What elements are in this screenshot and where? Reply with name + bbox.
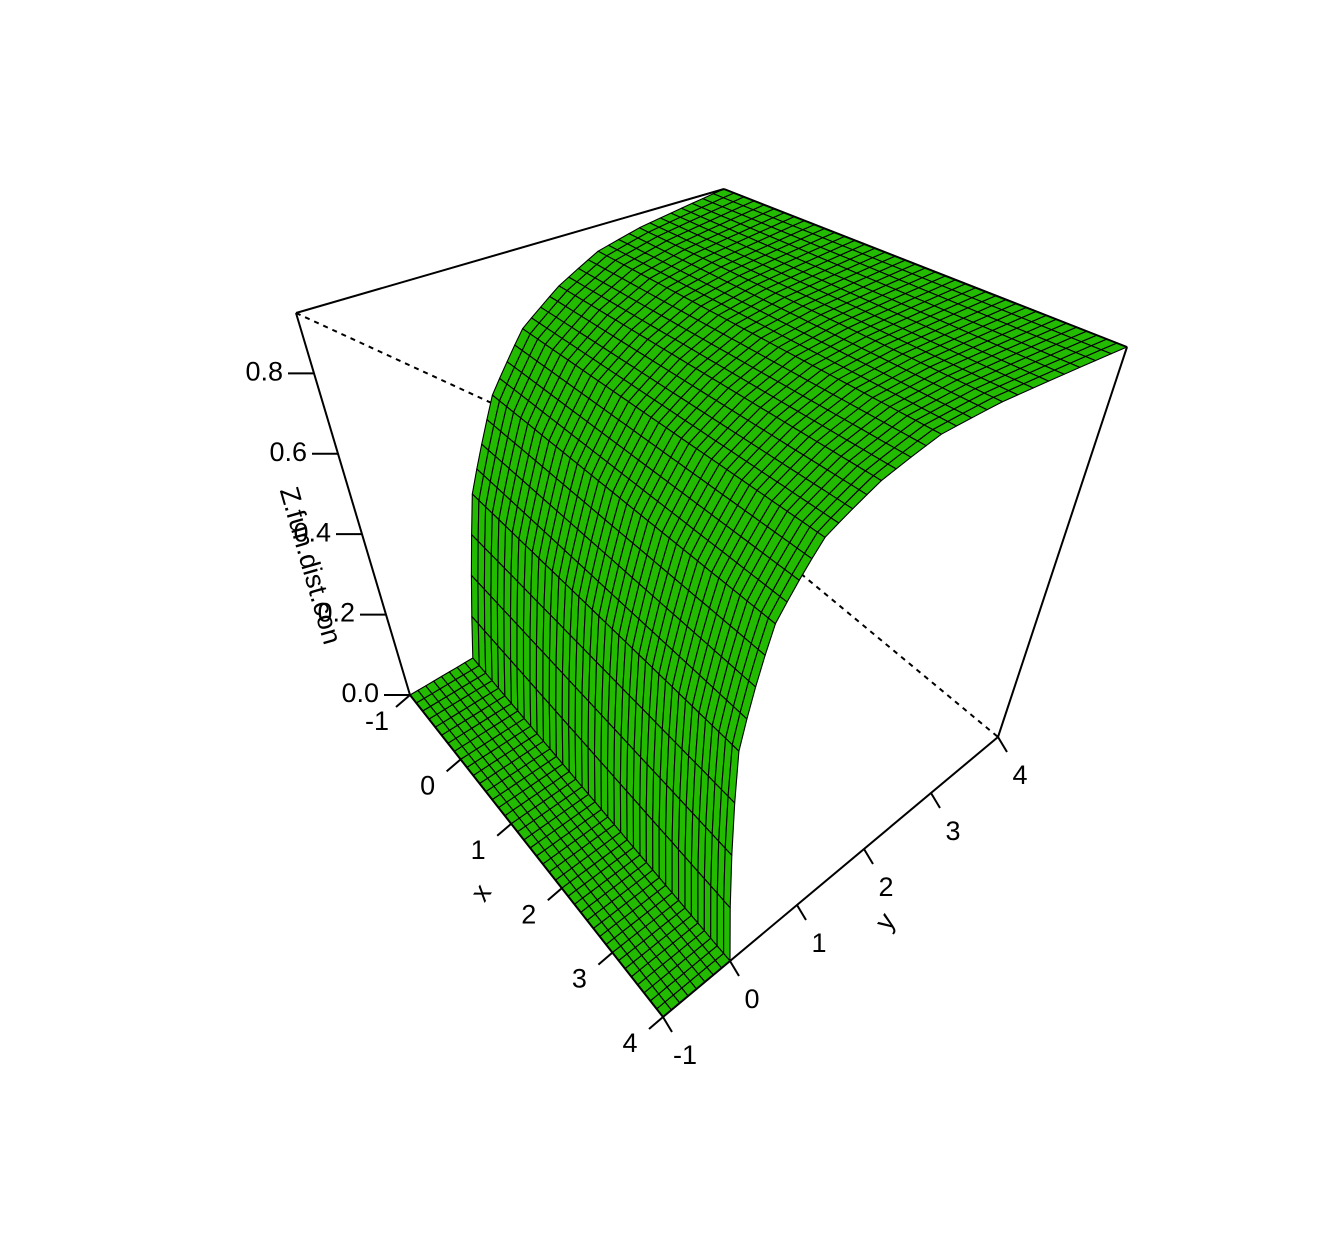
surface-mesh	[409, 188, 1128, 1018]
surface-facet	[690, 863, 699, 924]
surface-facet	[593, 707, 603, 763]
surface-facet	[483, 588, 492, 639]
surface-facet	[697, 870, 705, 932]
surface-facet	[665, 834, 673, 894]
y-tick	[930, 792, 941, 809]
y-tick	[662, 1016, 673, 1033]
surface-facet	[587, 700, 596, 756]
y-tick-label: 1	[811, 928, 826, 958]
z-tick-label: 0.0	[341, 678, 379, 708]
z-tick-label: 0.2	[317, 598, 355, 628]
surface-facet	[710, 885, 718, 947]
surface-facet	[542, 651, 551, 705]
surface-facet	[581, 693, 590, 749]
x-tick-label: 4	[622, 1028, 637, 1058]
surface-facet	[522, 630, 531, 683]
y-tick-label: -1	[673, 1040, 697, 1070]
surface-facet	[626, 790, 635, 848]
box-edge	[723, 188, 1128, 348]
y-tick	[729, 960, 740, 977]
axis-ticks: -1 0 1 2 3 4 -1 0 1 2 3 4 0.0 0.2 0.4 0.6 0.8	[245, 356, 1027, 1070]
y-axis-label: y	[869, 907, 902, 936]
surface-facet	[632, 798, 641, 856]
surface-facet	[619, 783, 628, 841]
x-tick	[597, 951, 614, 966]
surface-facet	[716, 892, 725, 954]
box-edge	[295, 312, 411, 696]
y-tick-label: 0	[744, 984, 759, 1014]
box-edge	[997, 346, 1128, 738]
surface-facet	[503, 609, 512, 661]
surface-facet	[535, 644, 544, 698]
surface-facet	[613, 776, 622, 833]
surface-facet	[652, 819, 660, 879]
surface-facet	[483, 547, 492, 597]
surface-facet	[684, 856, 692, 917]
surface-facet	[645, 812, 654, 871]
x-tick	[395, 694, 411, 708]
x-tick-label: -1	[365, 706, 389, 736]
surface-facet	[723, 900, 731, 962]
surface-facet	[503, 567, 512, 618]
box-edge	[409, 694, 664, 1018]
y-tick	[796, 904, 807, 921]
surface-facet	[509, 574, 519, 625]
surface-facet	[568, 679, 577, 734]
surface-facet	[671, 841, 680, 901]
x-tick	[547, 887, 563, 901]
surface-facet	[555, 665, 564, 720]
surface-facet	[639, 805, 647, 864]
surface-facet	[561, 672, 570, 727]
surface-facet	[470, 534, 479, 583]
x-tick-label: 0	[420, 771, 435, 801]
x-tick	[648, 1016, 664, 1030]
surface-facet	[509, 616, 518, 669]
surface-facet	[496, 560, 505, 611]
surface-facet	[600, 761, 609, 818]
surface-facet	[529, 637, 538, 690]
surface-facet	[593, 754, 602, 811]
y-tick-label: 3	[945, 816, 960, 846]
x-tick	[445, 758, 462, 773]
surface-facet	[490, 595, 499, 647]
surface-facet	[600, 714, 609, 771]
z-tick-label: 0.6	[269, 437, 307, 467]
y-tick	[863, 848, 874, 865]
surface-facet	[723, 847, 733, 909]
x-axis-label: x	[465, 878, 498, 907]
x-tick-label: 1	[471, 835, 486, 865]
surface-facet	[658, 827, 667, 886]
x-tick	[496, 823, 512, 837]
surface-facet	[516, 623, 525, 676]
y-tick-label: 4	[1012, 760, 1027, 790]
x-tick-label: 3	[572, 964, 587, 994]
z-tick-label: 0.4	[293, 517, 331, 547]
box-edge	[295, 188, 725, 314]
surface-facet	[568, 725, 577, 780]
surface-facet	[548, 658, 557, 712]
surface-facet	[490, 554, 499, 604]
surface-facet	[574, 686, 583, 741]
box-edge	[662, 736, 999, 1018]
z-axis-label: Z.fun.dist.con	[274, 483, 348, 647]
box-front-edges	[295, 188, 1128, 1018]
z-tick-label: 0.8	[245, 356, 283, 386]
surface-facet	[703, 878, 712, 939]
surface-facet	[581, 739, 590, 795]
y-tick	[997, 736, 1008, 753]
x-tick-label: 2	[521, 899, 536, 929]
surface-facet	[677, 849, 686, 909]
surface-facet	[496, 602, 505, 654]
surface-facet	[477, 540, 486, 590]
surface-facet	[606, 768, 615, 826]
y-tick-label: 2	[878, 872, 893, 902]
